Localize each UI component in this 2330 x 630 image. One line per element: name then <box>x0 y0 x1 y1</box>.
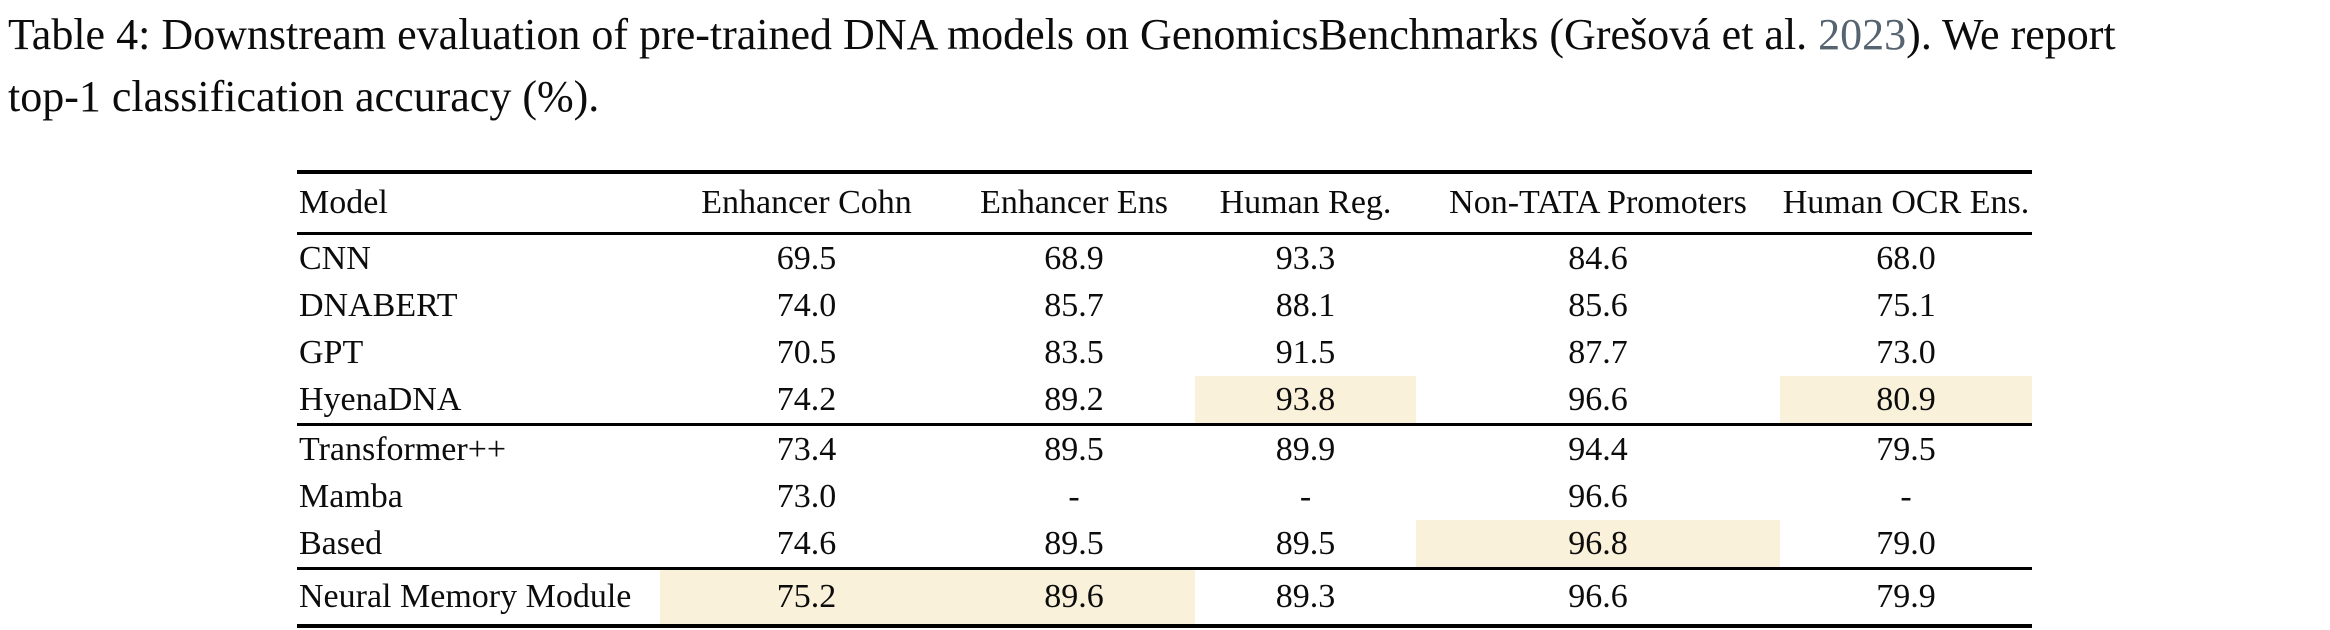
table-row-transformer: Transformer++ 73.4 89.5 89.9 94.4 79.5 <box>297 425 2032 474</box>
value-cell: 91.5 <box>1275 333 1336 371</box>
value-cell: 94.4 <box>1568 430 1628 468</box>
table-group-2: Transformer++ 73.4 89.5 89.9 94.4 79.5 Mamba 73… <box>297 424 2032 569</box>
model-name-cell: DNABERT <box>299 286 458 324</box>
model-name-cell: Neural Memory Module <box>299 578 632 615</box>
value-cell: 89.9 <box>1275 430 1336 468</box>
value-cell-highlighted: 93.8 <box>1195 376 1416 425</box>
value-cell: 74.0 <box>776 286 837 324</box>
model-name-cell: Based <box>299 524 383 562</box>
table-row-cnn: CNN 69.5 68.9 93.3 84.6 68.0 <box>297 234 2032 283</box>
value-cell: 74.6 <box>776 524 837 562</box>
results-table: Model Enhancer Cohn Enhancer Ens Human Reg.… <box>297 170 2032 628</box>
value-cell: 96.6 <box>1568 477 1628 515</box>
value-cell: 89.5 <box>1275 524 1336 562</box>
caption-line1-after: ). We report <box>1906 10 2116 59</box>
col-header-enhancer-ens: Enhancer Ens <box>980 184 1168 221</box>
value-cell: 89.5 <box>1044 524 1104 562</box>
model-name-cell: CNN <box>299 239 371 277</box>
table-caption: Table 4: Downstream evaluation of pre-tr… <box>8 4 2326 128</box>
value-cell: 89.5 <box>1044 430 1104 468</box>
table-row-dnabert: DNABERT 74.0 85.7 88.1 85.6 75.1 <box>297 282 2032 329</box>
col-header-enhancer-cohn: Enhancer Cohn <box>701 184 912 221</box>
value-cell: 83.5 <box>1044 333 1104 371</box>
table-row-mamba: Mamba 73.0 - - 96.6 - <box>297 473 2032 520</box>
table-group-3: Neural Memory Module 75.2 89.6 89.3 96.6 79.9 <box>297 568 2032 626</box>
value-cell: 89.2 <box>1044 380 1104 418</box>
value-cell: 70.5 <box>776 333 837 371</box>
value-cell: 79.0 <box>1876 524 1936 562</box>
value-cell: 68.9 <box>1044 239 1104 277</box>
model-name-cell: Mamba <box>299 477 403 515</box>
value-cell: 68.0 <box>1876 239 1936 277</box>
model-name-cell: GPT <box>299 333 364 371</box>
value-cell: 69.5 <box>776 239 837 277</box>
value-cell-highlighted: 75.2 <box>660 568 953 626</box>
citation-year-link[interactable]: 2023 <box>1818 10 1907 59</box>
col-header-model: Model <box>299 184 388 221</box>
table-row-neural-memory-module: Neural Memory Module 75.2 89.6 89.3 96.6 79.9 <box>297 568 2032 626</box>
value-cell: 85.6 <box>1568 286 1628 324</box>
header-row: Model Enhancer Cohn Enhancer Ens Human Reg.… <box>297 172 2032 234</box>
col-header-non-tata-promoters: Non-TATA Promoters <box>1449 184 1747 221</box>
col-header-human-ocr-ens: Human OCR Ens. <box>1782 184 2030 221</box>
col-header-human-reg: Human Reg. <box>1219 184 1392 221</box>
value-cell: 79.5 <box>1876 430 1936 468</box>
value-cell: 79.9 <box>1876 578 1936 615</box>
table-header: Model Enhancer Cohn Enhancer Ens Human Reg.… <box>297 172 2032 234</box>
value-cell: 87.7 <box>1568 333 1628 371</box>
value-cell: 88.1 <box>1275 286 1336 324</box>
value-cell: 96.6 <box>1568 380 1628 418</box>
value-cell-highlighted: 80.9 <box>1780 376 2032 425</box>
caption-line2: top-1 classification accuracy (%). <box>8 72 600 121</box>
value-cell: - <box>1068 477 1080 515</box>
value-cell: 89.3 <box>1275 578 1336 615</box>
table-row-based: Based 74.6 89.5 89.5 96.8 79.0 <box>297 520 2032 569</box>
value-cell: 75.1 <box>1876 286 1936 324</box>
table-group-1: CNN 69.5 68.9 93.3 84.6 68.0 DNABERT 74.0 85.7 88… <box>297 234 2032 425</box>
value-cell: - <box>1299 477 1312 515</box>
table-row-hyenadna: HyenaDNA 74.2 89.2 93.8 96.6 80.9 <box>297 376 2032 425</box>
value-cell: 73.0 <box>1876 333 1936 371</box>
value-cell: 73.0 <box>776 477 837 515</box>
model-name-cell: HyenaDNA <box>299 380 462 418</box>
value-cell: 73.4 <box>776 430 837 468</box>
value-cell: 85.7 <box>1044 286 1104 324</box>
value-cell: - <box>1900 477 1912 515</box>
value-cell-highlighted: 96.8 <box>1416 520 1780 569</box>
value-cell: 96.6 <box>1568 578 1628 615</box>
value-cell-highlighted: 89.6 <box>953 568 1195 626</box>
value-cell: 74.2 <box>776 380 837 418</box>
caption-line1-before: Table 4: Downstream evaluation of pre-tr… <box>8 10 1819 59</box>
results-table-container: Model Enhancer Cohn Enhancer Ens Human Reg.… <box>297 170 2032 628</box>
value-cell: 84.6 <box>1568 239 1628 277</box>
value-cell: 93.3 <box>1275 239 1336 277</box>
table-row-gpt: GPT 70.5 83.5 91.5 87.7 73.0 <box>297 329 2032 376</box>
model-name-cell: Transformer++ <box>299 430 507 468</box>
